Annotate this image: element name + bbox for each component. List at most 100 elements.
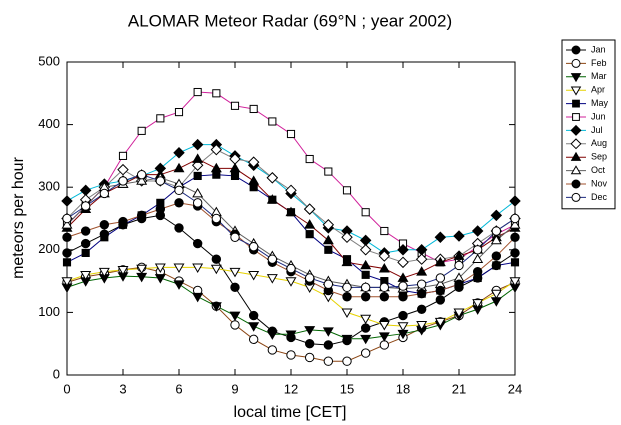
marker: [229, 267, 241, 278]
marker: [491, 251, 502, 261]
marker: [380, 226, 389, 236]
legend-marker: [570, 138, 582, 150]
marker: [490, 289, 502, 300]
marker: [80, 238, 91, 249]
marker: [435, 285, 446, 296]
marker: [360, 282, 371, 293]
marker: [471, 225, 484, 237]
marker: [173, 147, 185, 159]
marker: [416, 321, 428, 331]
marker: [342, 356, 352, 366]
marker: [323, 340, 334, 350]
y-tick-label: 300: [38, 179, 60, 194]
marker: [322, 219, 335, 231]
marker: [266, 172, 279, 184]
marker: [174, 108, 184, 117]
marker: [397, 322, 409, 332]
legend-label: Nov: [591, 178, 608, 188]
marker: [174, 223, 184, 233]
marker: [398, 292, 408, 302]
marker: [99, 188, 110, 199]
marker: [510, 258, 520, 267]
legend-label: Jan: [591, 44, 606, 54]
marker: [80, 270, 92, 281]
marker: [285, 184, 297, 197]
marker: [341, 256, 353, 267]
marker: [191, 138, 204, 151]
chart-title: ALOMAR Meteor Radar (69°N ; year 2002): [128, 11, 452, 30]
marker: [434, 256, 446, 267]
marker: [360, 348, 371, 358]
marker: [136, 264, 148, 275]
y-tick-label: 0: [53, 366, 60, 381]
legend-marker: [570, 86, 582, 96]
marker: [360, 334, 372, 345]
marker: [230, 101, 240, 110]
marker: [118, 151, 128, 160]
marker: [472, 253, 484, 264]
marker: [341, 334, 353, 345]
marker: [510, 213, 520, 224]
marker: [118, 216, 128, 227]
legend-marker: [571, 192, 581, 202]
marker: [397, 244, 409, 256]
marker: [230, 282, 240, 293]
marker: [304, 326, 316, 336]
marker: [304, 219, 316, 229]
legend-marker: [570, 165, 582, 175]
marker: [210, 162, 222, 173]
marker: [453, 308, 465, 319]
marker: [323, 356, 334, 366]
marker: [360, 314, 372, 325]
legend-label: Aug: [591, 138, 607, 148]
marker: [62, 258, 72, 267]
marker: [155, 204, 166, 214]
legend-box: [561, 39, 616, 210]
marker: [248, 241, 259, 252]
x-tick-label: 12: [284, 381, 298, 396]
marker: [156, 114, 165, 123]
marker: [117, 265, 129, 276]
marker: [492, 261, 501, 270]
legend-label: May: [591, 98, 609, 108]
marker: [341, 231, 353, 244]
marker: [154, 263, 166, 273]
marker: [379, 340, 390, 350]
marker: [192, 198, 203, 208]
marker: [472, 267, 483, 277]
plot-frame: [66, 61, 516, 376]
marker: [266, 330, 278, 340]
marker: [267, 345, 278, 355]
marker: [361, 270, 370, 279]
marker: [118, 176, 128, 186]
marker: [342, 292, 352, 302]
marker: [137, 126, 146, 135]
marker: [341, 308, 353, 319]
legend-label: Oct: [591, 165, 606, 175]
marker: [398, 310, 408, 321]
legend-label: Mar: [591, 71, 607, 81]
marker: [305, 154, 314, 164]
marker: [324, 167, 333, 176]
y-tick-label: 200: [38, 241, 60, 256]
y-axis-label: meteors per hour: [10, 156, 27, 279]
marker: [210, 302, 222, 312]
y-tick-label: 400: [38, 116, 60, 131]
marker: [304, 273, 315, 283]
marker: [81, 248, 90, 258]
legend-marker: [572, 113, 580, 121]
marker: [360, 259, 372, 270]
marker: [230, 320, 240, 330]
marker: [248, 322, 260, 332]
marker: [304, 352, 315, 363]
marker: [361, 208, 370, 217]
marker: [509, 219, 521, 229]
marker: [472, 245, 483, 255]
marker: [192, 238, 203, 249]
marker: [415, 253, 428, 265]
marker: [435, 273, 446, 283]
marker: [509, 195, 521, 207]
marker: [303, 203, 316, 215]
x-tick-label: 0: [63, 381, 70, 396]
